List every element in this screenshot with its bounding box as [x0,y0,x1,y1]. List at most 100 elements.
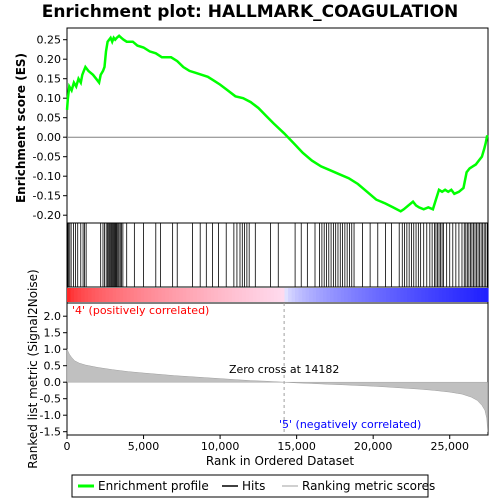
gradient-segment [210,288,215,302]
gradient-segment [298,288,303,302]
gradient-segment [284,288,289,302]
gradient-segment [340,288,345,302]
gradient-segment [372,288,377,302]
es-y-tick-label: 0.10 [37,92,62,105]
gradient-segment [88,288,93,302]
gradient-segment [463,288,468,302]
gradient-segment [189,288,194,302]
gradient-segment [330,288,335,302]
es-y-axis-ticks: -0.20 -0.15 -0.10 -0.05 0.00 0.05 0.10 0.15 0.20… [33,34,67,222]
gradient-segment [281,288,286,302]
gradient-segment [81,288,86,302]
gradient-segment [235,288,240,302]
es-y-tick-label: -0.15 [33,190,61,203]
gradient-segment [365,288,370,302]
gradient-segment [421,288,426,302]
metric-x-axis-ticks: 0 5,000 10,000 15,000 20,000 25,000 [64,435,469,453]
gradient-segment [361,288,366,302]
metric-y-tick-label: 0.0 [44,376,62,389]
x-tick-label: 15,000 [277,440,316,453]
gradient-segment [126,288,131,302]
gradient-segment [323,288,328,302]
gradient-segment [70,288,75,302]
metric-y-tick-label: 0.5 [44,360,62,373]
gradient-segment [228,288,233,302]
gradient-segment [266,288,272,302]
gradient-segment [259,288,265,302]
gradient-segment [424,288,429,302]
x-tick-label: 10,000 [201,440,240,453]
positive-correlation-label: '4' (positively correlated) [72,304,209,317]
gradient-segment [207,288,212,302]
gradient-segment [217,288,222,302]
gradient-segment [288,288,293,302]
es-y-tick-label: 0.15 [37,73,62,86]
gradient-segment [140,288,145,302]
gradient-segment [161,288,166,302]
metric-y-tick-label: -1.5 [40,426,61,439]
gradient-segment [459,288,465,302]
gradient-segment [466,288,472,302]
gradient-segment [428,288,433,302]
gradient-segment [337,288,342,302]
gradient-segment [95,288,100,302]
gradient-segment [74,288,79,302]
es-y-tick-label: 0.05 [37,112,62,125]
gradient-segment [67,288,72,302]
gradient-segment [119,288,124,302]
gradient-segment [144,288,149,302]
gradient-segment [484,288,489,302]
hits-marks [67,223,488,287]
metric-y-axis-label: Ranked list metric (Signal2Noise) [26,269,40,468]
gradient-segment [130,288,135,302]
gradient-segment [347,288,352,302]
gradient-segment [393,288,398,302]
x-axis-label: Rank in Ordered Dataset [206,454,354,468]
es-y-axis-label: Enrichment score (ES) [14,53,28,203]
gradient-segment [112,288,117,302]
gradient-segment [263,288,268,302]
metric-y-tick-label: 1.0 [44,343,62,356]
gradient-segment [231,288,236,302]
gradient-segment [242,288,247,302]
gradient-segment [168,288,173,302]
enrichment-profile-line [65,34,489,213]
gradient-segment [351,288,356,302]
gradient-segment [417,288,422,302]
legend-enrichment-label: Enrichment profile [98,479,209,493]
gradient-segment [389,288,394,302]
gradient-segment [273,288,279,302]
gradient-segment [442,288,447,302]
es-y-tick-label: 0.20 [37,53,62,66]
zero-cross-label: Zero cross at 14182 [229,363,339,376]
gradient-segment [203,288,208,302]
gradient-segment [403,288,408,302]
gradient-segment [452,288,458,302]
gradient-segment [305,288,310,302]
gradient-segment [252,288,258,302]
gradient-segment [316,288,321,302]
gradient-segment [137,288,142,302]
correlation-gradient-bar [67,288,489,302]
gradient-segment [109,288,114,302]
gradient-segment [270,288,275,302]
gradient-segment [456,288,461,302]
es-y-tick-label: -0.10 [33,170,61,183]
es-y-tick-label: -0.20 [33,209,61,222]
gradient-segment [245,288,251,302]
gradient-segment [295,288,300,302]
negative-correlation-label: '5' (negatively correlated) [279,418,421,431]
x-tick-label: 5,000 [128,440,160,453]
gradient-segment [473,288,479,302]
gradient-segment [358,288,363,302]
gradient-segment [333,288,338,302]
gradient-segment [477,288,482,302]
legend-metric-label: Ranking metric scores [302,479,435,493]
gradient-segment [224,288,229,302]
gradient-segment [84,288,89,302]
gradient-segment [407,288,412,302]
gradient-segment [319,288,324,302]
gradient-segment [182,288,187,302]
legend-items: Enrichment profile Hits Ranking metric sco… [78,479,435,493]
gradient-segment [344,288,349,302]
